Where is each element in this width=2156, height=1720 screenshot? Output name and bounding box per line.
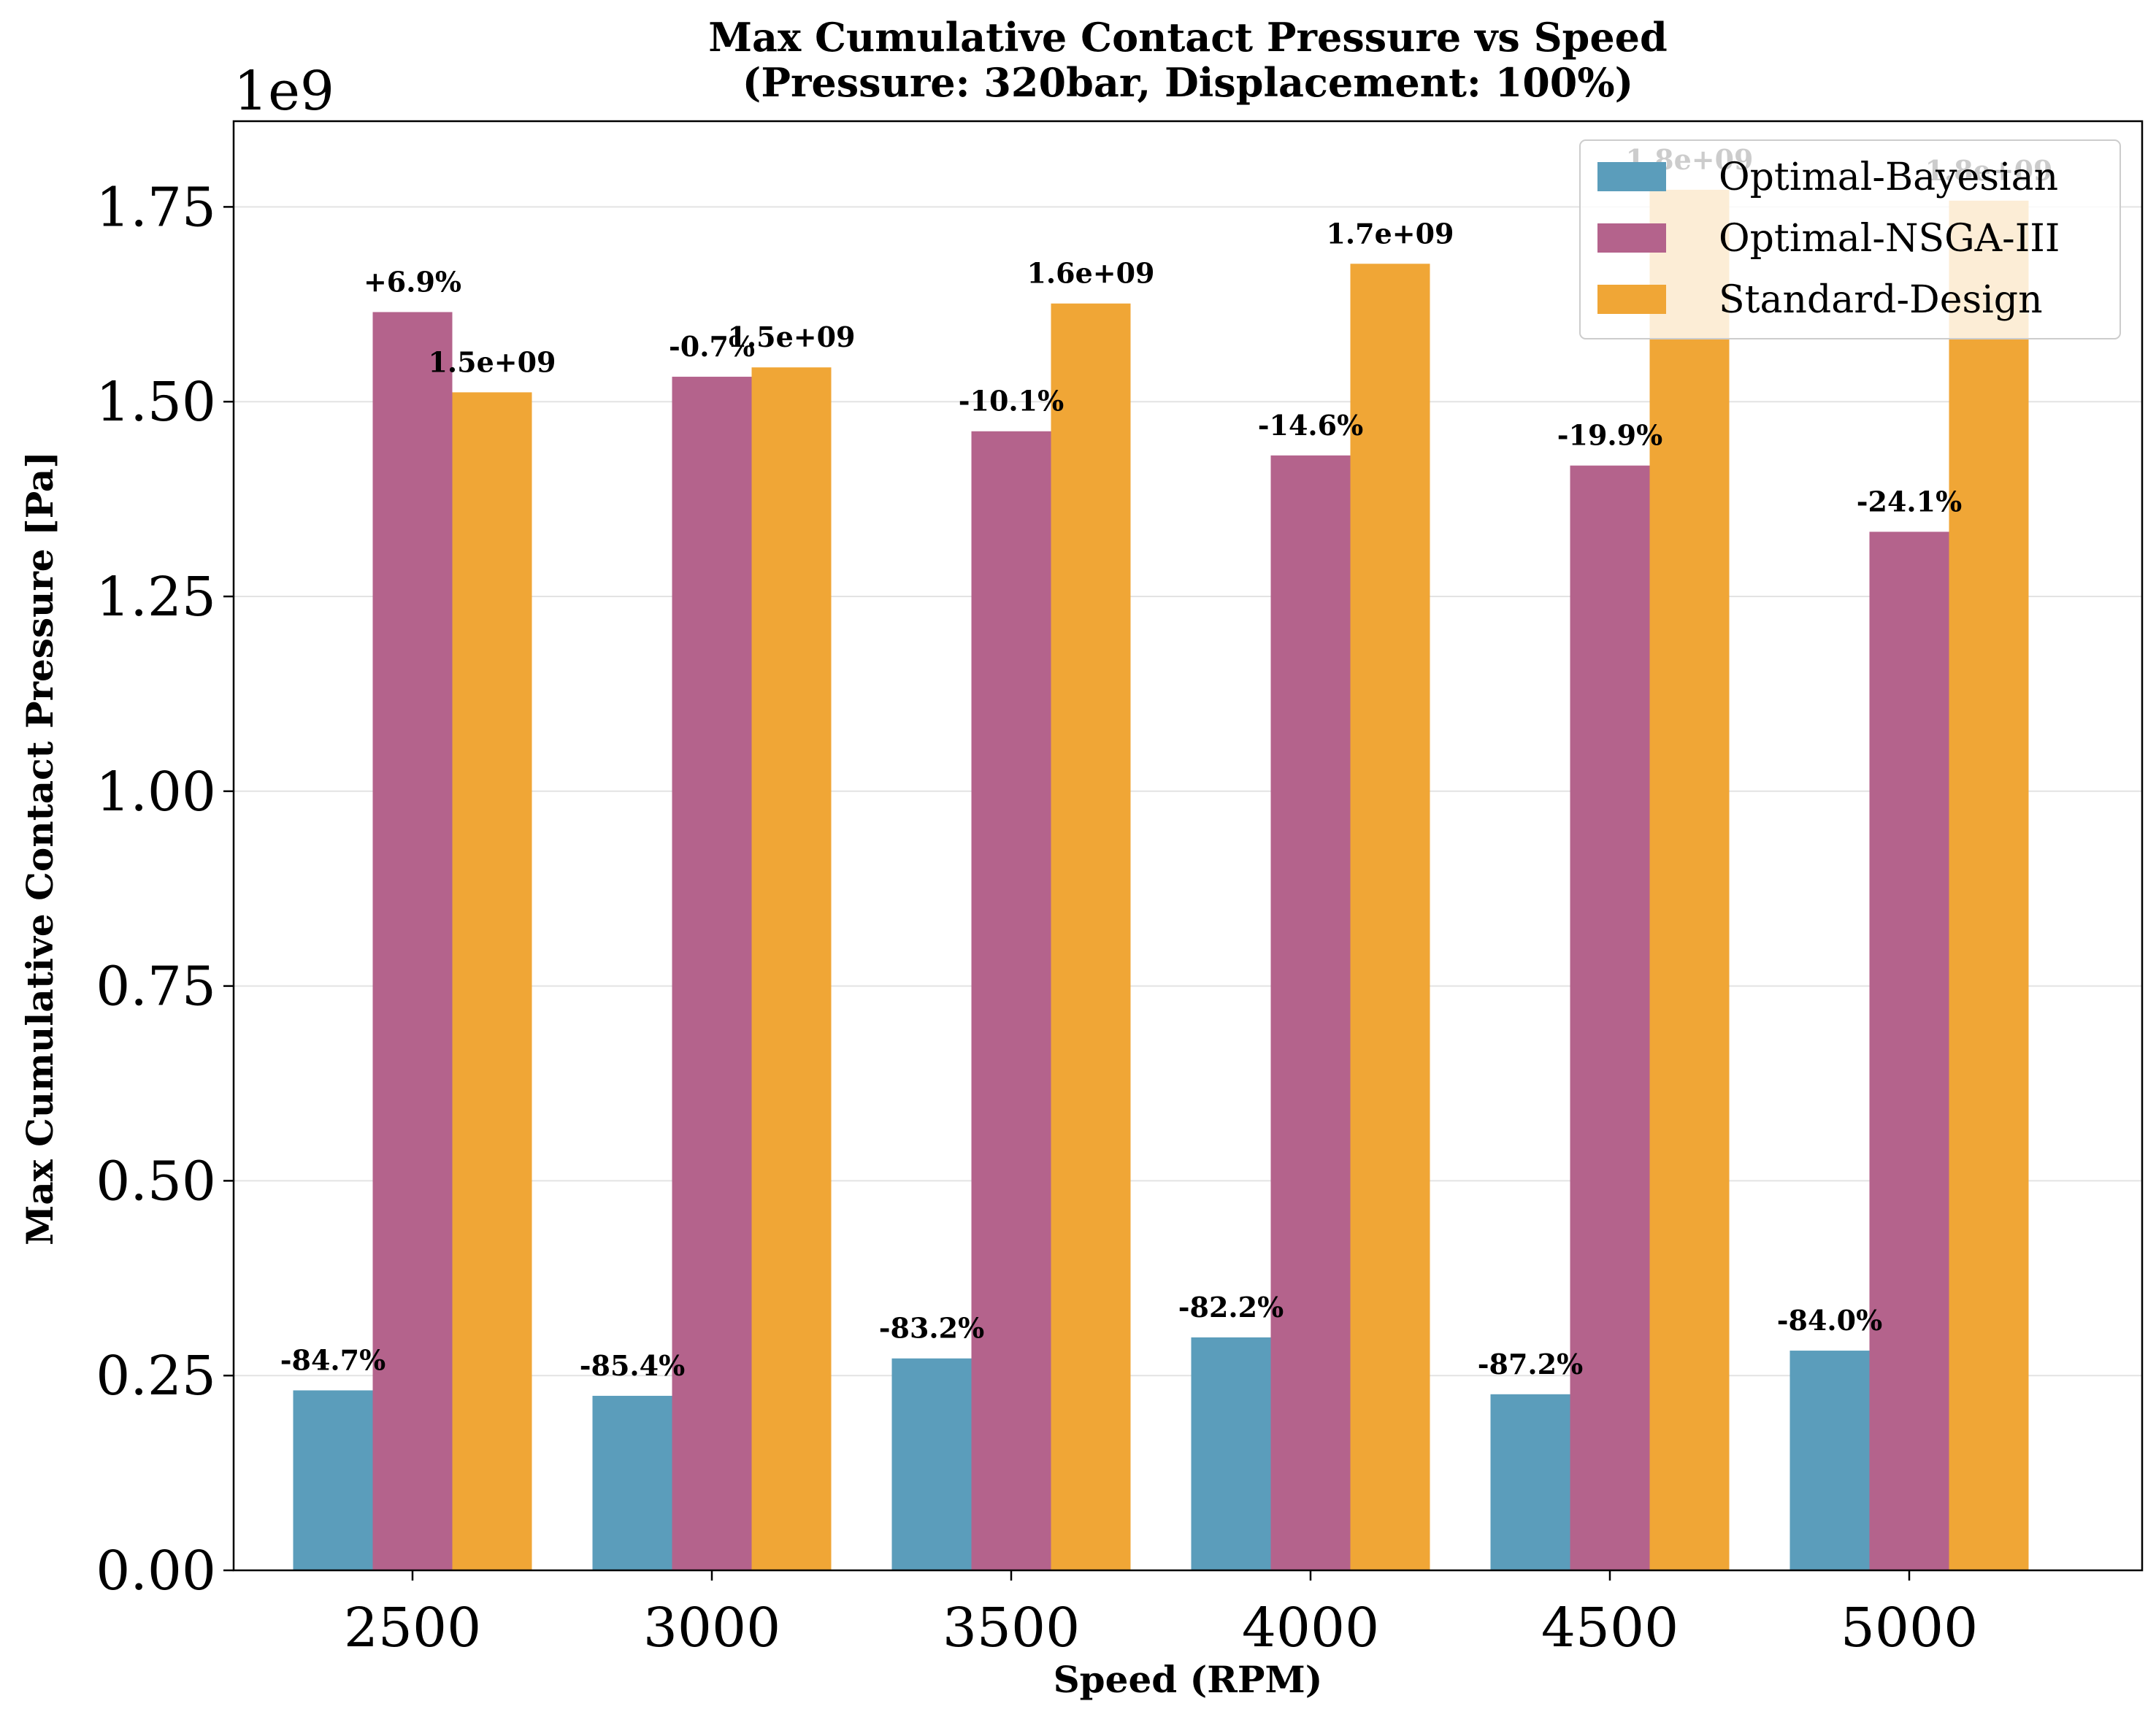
grid-lines (234, 206, 2142, 1571)
legend-label: Standard-Design (1719, 278, 2043, 322)
x-tick-label: 4500 (1541, 1597, 1679, 1659)
axes (232, 120, 2144, 1572)
bar-value-label: -87.2% (1478, 1348, 1583, 1381)
y-tick-label: 0.00 (96, 1540, 216, 1602)
bar (1869, 531, 1949, 1570)
bar-value-label: -84.0% (1777, 1304, 1882, 1337)
bar-value-label: -82.2% (1178, 1291, 1284, 1324)
bar (372, 312, 453, 1570)
x-tick-label: 4000 (1242, 1597, 1379, 1659)
legend-swatch (1597, 162, 1666, 191)
y-tick-label: 1.00 (96, 761, 216, 823)
bar-value-label: +6.9% (364, 265, 461, 298)
x-tick-label: 3500 (943, 1597, 1080, 1659)
chart-title: Max Cumulative Contact Pressure vs Speed (708, 14, 1668, 61)
bar (891, 1358, 972, 1570)
bar-value-label: 1.7e+09 (1326, 217, 1454, 250)
bar (1270, 455, 1351, 1571)
y-tick-label: 1.75 (96, 176, 216, 239)
x-tick-label: 3000 (643, 1597, 780, 1659)
bar-value-label: 1.6e+09 (1027, 257, 1154, 290)
y-tick-label: 1.50 (96, 371, 216, 434)
bar-value-label: -85.4% (580, 1349, 685, 1382)
legend-label: Optimal-Bayesian (1719, 156, 2058, 199)
y-ticks: 0.00 0.25 0.50 0.75 1.00 1.25 1.50 1.75 (96, 176, 234, 1602)
y-tick-label: 1.25 (96, 566, 216, 629)
bar (751, 367, 832, 1570)
bar-value-label: -24.1% (1857, 485, 1962, 518)
bar-value-label: -10.1% (959, 385, 1064, 418)
chart-subtitle: (Pressure: 320bar, Displacement: 100%) (743, 59, 1633, 106)
bar-value-label: -0.7% (669, 330, 755, 363)
y-axis-label: Max Cumulative Contact Pressure [Pa] (18, 451, 61, 1245)
bar-value-label: -83.2% (879, 1312, 984, 1345)
bar (293, 1390, 373, 1570)
y-tick-label: 0.50 (96, 1150, 216, 1213)
y-axis-offset-label: 1e9 (234, 60, 334, 123)
bar (971, 431, 1051, 1570)
x-tick-label: 5000 (1841, 1597, 1978, 1659)
x-tick-label: 2500 (344, 1597, 481, 1659)
y-tick-label: 0.75 (96, 956, 216, 1018)
bars (293, 189, 2029, 1571)
plot-frame (232, 120, 2144, 1572)
bar-value-label: -84.7% (280, 1343, 385, 1376)
legend-swatch (1597, 223, 1666, 253)
bar-value-label: 1.5e+09 (428, 345, 556, 378)
bar (1649, 189, 1730, 1571)
bar-value-label: -19.9% (1557, 419, 1662, 452)
bar (1350, 264, 1430, 1571)
bar (1570, 465, 1650, 1570)
legend-label: Optimal-NSGA-III (1719, 217, 2060, 261)
bar (452, 392, 532, 1570)
bar (1949, 200, 2029, 1570)
bar (592, 1395, 672, 1570)
x-ticks: 2500 3000 3500 4000 4500 5000 (344, 1570, 1978, 1659)
legend: Optimal-Bayesian Optimal-NSGA-III Standard… (1579, 139, 2121, 339)
y-tick-label: 0.25 (96, 1345, 216, 1408)
bar (1490, 1394, 1570, 1570)
bar (1191, 1337, 1271, 1570)
bar-value-label: -14.6% (1258, 409, 1363, 442)
bar (1789, 1351, 1870, 1570)
legend-box (1579, 139, 2121, 339)
bar-value-label: 1.5e+09 (727, 320, 855, 353)
bar (1051, 303, 1131, 1570)
x-axis-label: Speed (RPM) (1054, 1658, 1323, 1701)
legend-swatch (1597, 285, 1666, 314)
bar (672, 377, 752, 1571)
